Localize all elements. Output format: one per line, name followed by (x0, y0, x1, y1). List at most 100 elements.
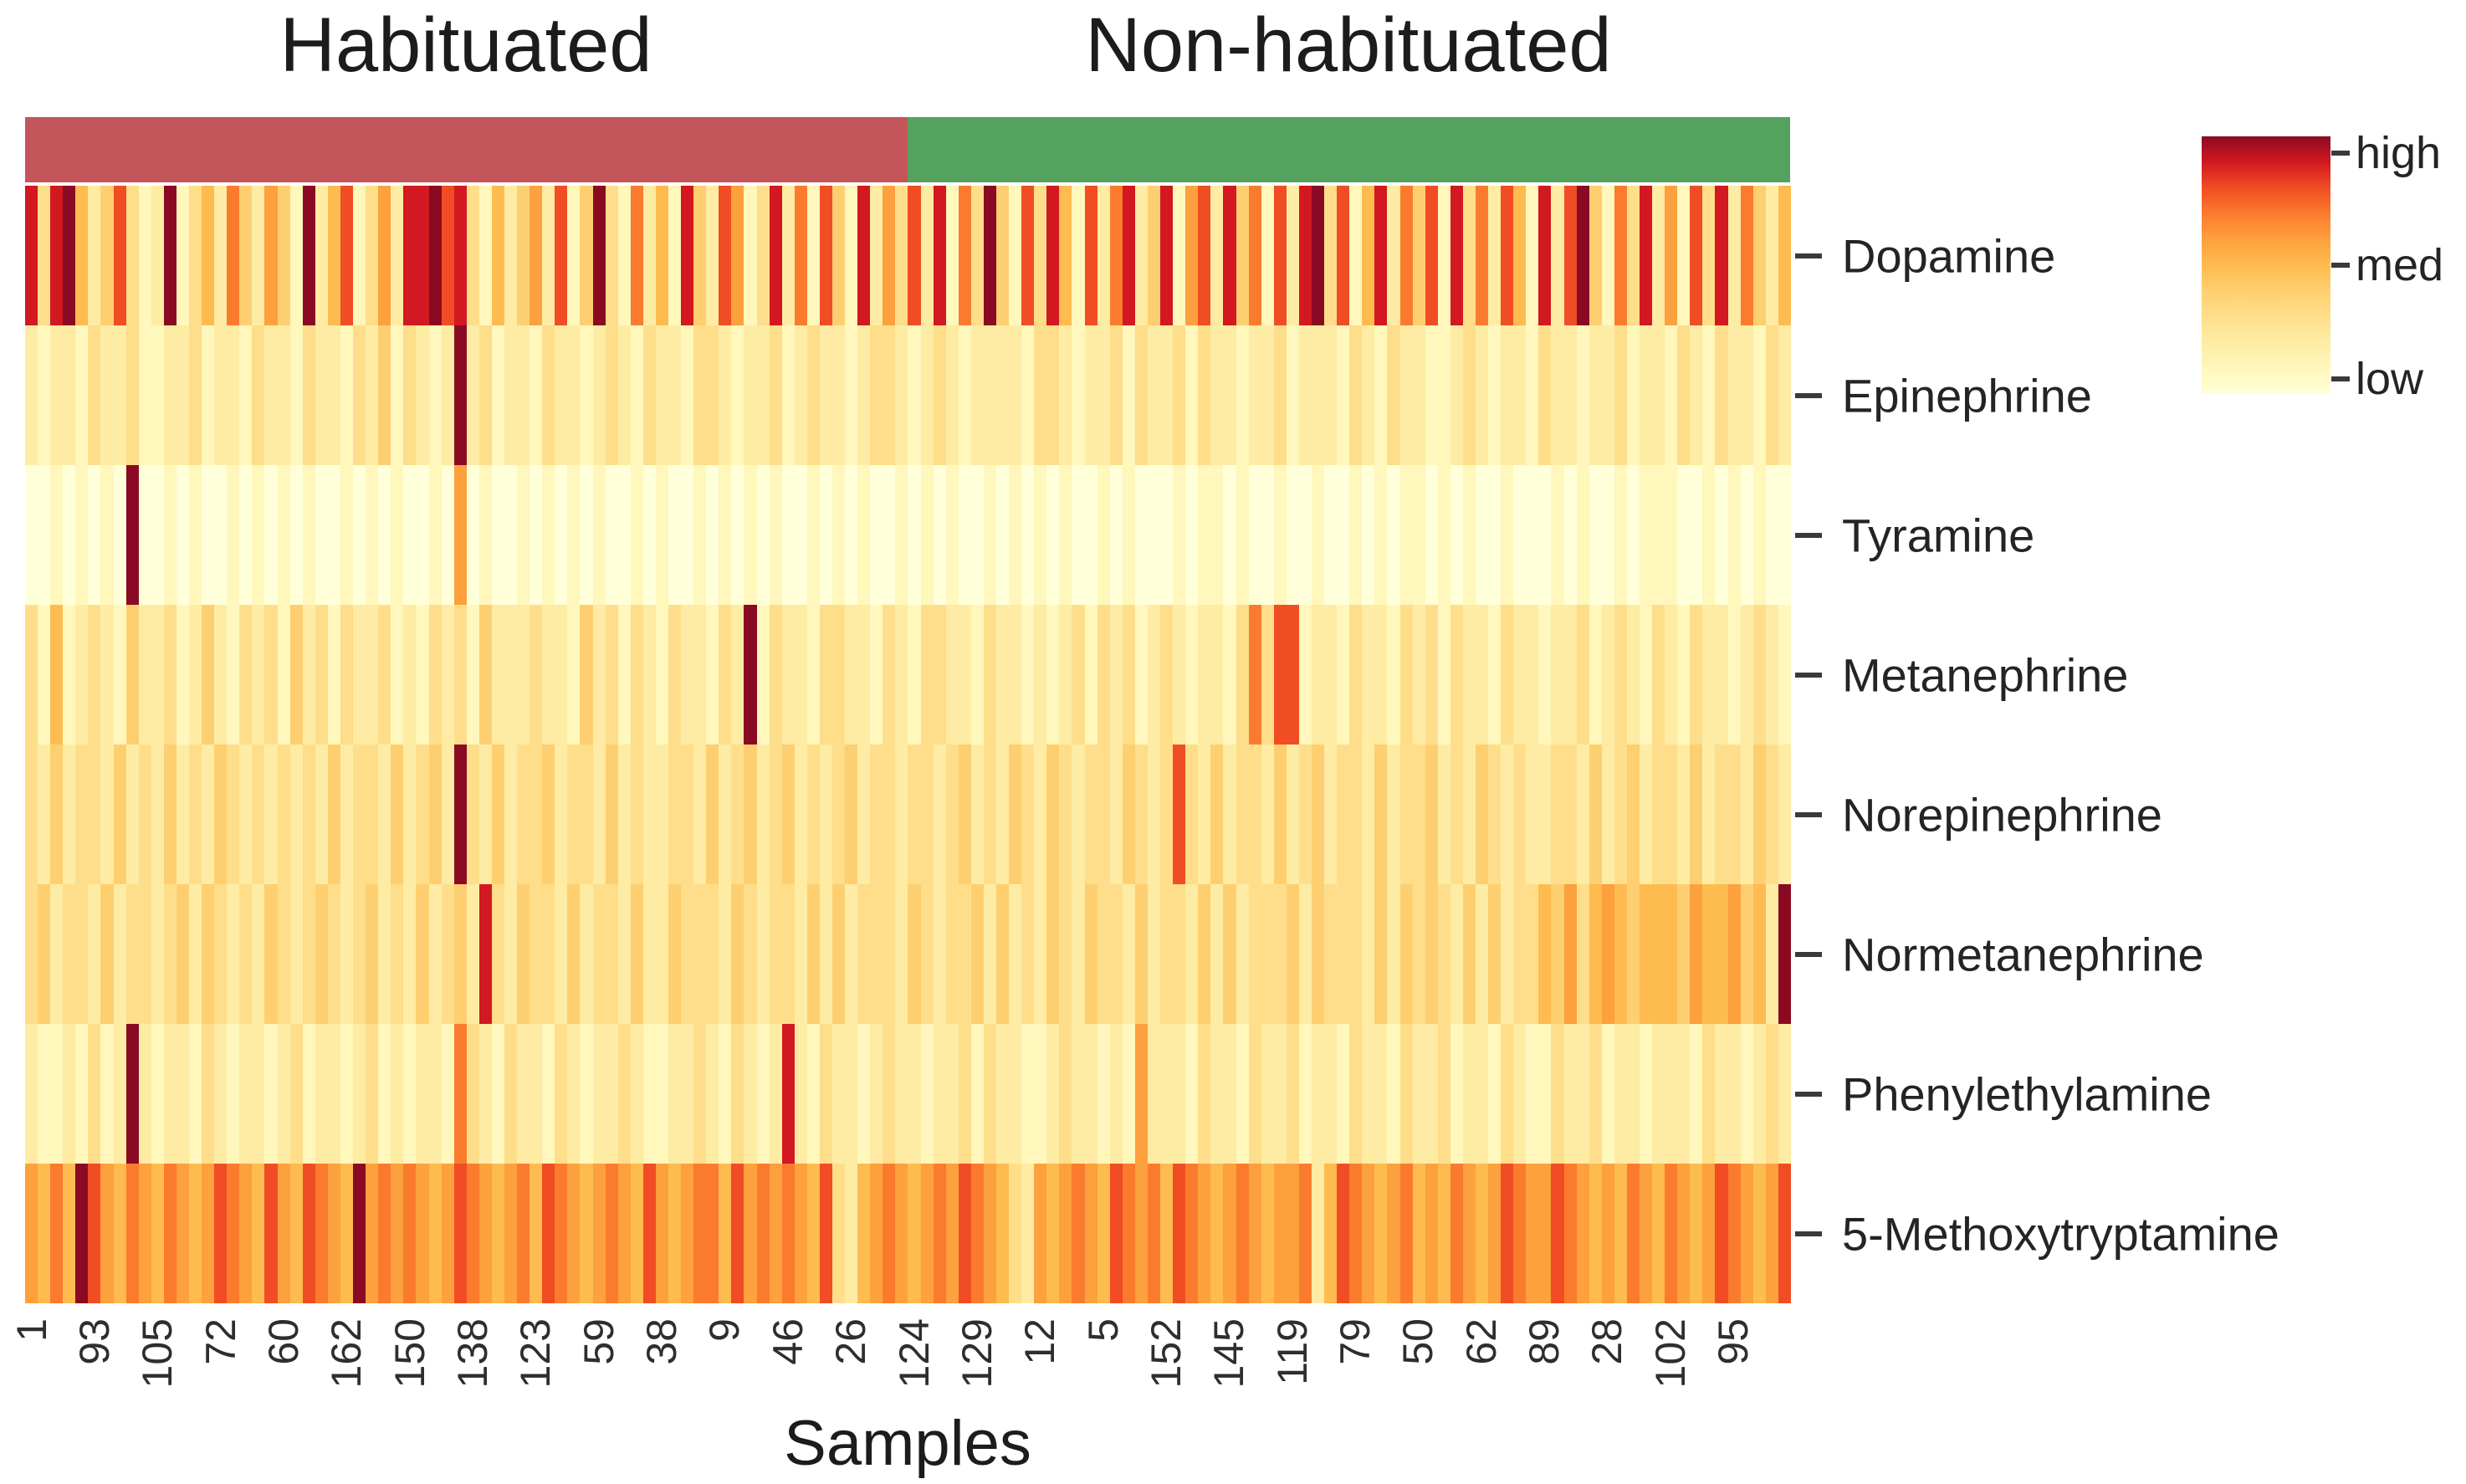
heatmap-cell (719, 745, 732, 884)
heatmap-cell (1337, 884, 1350, 1024)
heatmap-cell (189, 1024, 202, 1164)
heatmap-cell (353, 745, 366, 884)
heatmap-cell (403, 884, 417, 1024)
heatmap-cell (845, 1024, 858, 1164)
heatmap-cell (1248, 465, 1261, 605)
heatmap-cell (681, 325, 694, 465)
heatmap-cell (769, 745, 782, 884)
heatmap-cell (958, 1024, 971, 1164)
heatmap-cell (1324, 325, 1338, 465)
heatmap-cell (1462, 1164, 1476, 1303)
heatmap-cell (542, 1024, 555, 1164)
heatmap-cell (933, 1024, 946, 1164)
heatmap-cell (1362, 465, 1375, 605)
heatmap-cell (1248, 884, 1261, 1024)
heatmap-cell (1665, 884, 1678, 1024)
heatmap-cell (1475, 325, 1489, 465)
heatmap-cell (1236, 465, 1249, 605)
heatmap-cell (794, 884, 807, 1024)
heatmap-cell (1513, 1164, 1527, 1303)
heatmap-cell (441, 325, 454, 465)
heatmap-cell (239, 884, 253, 1024)
heatmap-cell (681, 1024, 694, 1164)
heatmap-cell (1349, 1164, 1363, 1303)
heatmap-cell (1261, 1024, 1274, 1164)
heatmap-cell (88, 605, 101, 745)
heatmap-cell (1337, 1164, 1350, 1303)
heatmap-cell (832, 605, 846, 745)
heatmap-cell (38, 884, 51, 1024)
heatmap-cell (1097, 325, 1110, 465)
heatmap-cell (1273, 1164, 1287, 1303)
heatmap-cell (719, 884, 732, 1024)
heatmap-cell (630, 325, 643, 465)
heatmap-cell (391, 745, 404, 884)
heatmap-cell (1160, 884, 1174, 1024)
row-tick (1795, 253, 1822, 258)
heatmap-cell (769, 1164, 782, 1303)
heatmap-cell (781, 1164, 795, 1303)
heatmap-cell (1198, 605, 1211, 745)
heatmap-cell (819, 325, 832, 465)
heatmap-cell (252, 605, 265, 745)
heatmap-cell (1437, 605, 1450, 745)
heatmap-cell (580, 884, 593, 1024)
heatmap-cell (1538, 186, 1552, 325)
heatmap-cell (138, 745, 151, 884)
heatmap-cell (1021, 325, 1035, 465)
heatmap-cell (289, 884, 303, 1024)
heatmap-cell (1740, 325, 1753, 465)
heatmap-cell (125, 745, 139, 884)
heatmap-cell (327, 884, 340, 1024)
heatmap-cell (466, 1164, 479, 1303)
heatmap-cell (1702, 186, 1716, 325)
heatmap-cell (1034, 465, 1047, 605)
heatmap-cell (1387, 325, 1400, 465)
heatmap-cell (1311, 605, 1325, 745)
heatmap-cell (38, 465, 51, 605)
heatmap-cell (1665, 605, 1678, 745)
heatmap-cell (353, 1164, 366, 1303)
heatmap-cell (1399, 1024, 1413, 1164)
heatmap-cell (1702, 1164, 1716, 1303)
heatmap-cell (1122, 325, 1135, 465)
heatmap-cell (491, 1164, 504, 1303)
heatmap-cell (530, 1164, 543, 1303)
heatmap-cell (1248, 745, 1261, 884)
heatmap-cell (819, 186, 832, 325)
heatmap-cell (756, 325, 770, 465)
heatmap-cell (1286, 1164, 1299, 1303)
heatmap-cell (315, 325, 328, 465)
heatmap-cell (504, 1164, 518, 1303)
heatmap-cell (1450, 1024, 1463, 1164)
heatmap-cell (428, 884, 442, 1024)
heatmap-cell (895, 465, 908, 605)
heatmap-cell (617, 465, 631, 605)
heatmap-cell (719, 1164, 732, 1303)
heatmap-cell (1450, 186, 1463, 325)
heatmap-cell (1702, 1024, 1716, 1164)
heatmap-cell (1059, 1024, 1072, 1164)
heatmap-cell (1475, 465, 1489, 605)
heatmap-cell (202, 186, 215, 325)
heatmap-cell (1425, 745, 1438, 884)
heatmap-cell (403, 1164, 417, 1303)
heatmap-cell (1538, 325, 1552, 465)
heatmap-cell (1425, 1024, 1438, 1164)
heatmap-cell (491, 465, 504, 605)
heatmap-cell (1034, 186, 1047, 325)
heatmap-cell (517, 1164, 530, 1303)
heatmap-cell (1059, 465, 1072, 605)
heatmap-cell (1589, 465, 1602, 605)
heatmap-cell (1488, 605, 1502, 745)
heatmap-cell (151, 1164, 164, 1303)
heatmap-cell (1501, 1164, 1514, 1303)
heatmap-cell (592, 186, 606, 325)
heatmap-cell (1122, 884, 1135, 1024)
heatmap-cell (138, 1164, 151, 1303)
x-tick-label: 60 (259, 1318, 307, 1365)
heatmap-cell (302, 745, 315, 884)
heatmap-cell (63, 884, 76, 1024)
heatmap-cell (1677, 1164, 1691, 1303)
heatmap-cell (1387, 605, 1400, 745)
